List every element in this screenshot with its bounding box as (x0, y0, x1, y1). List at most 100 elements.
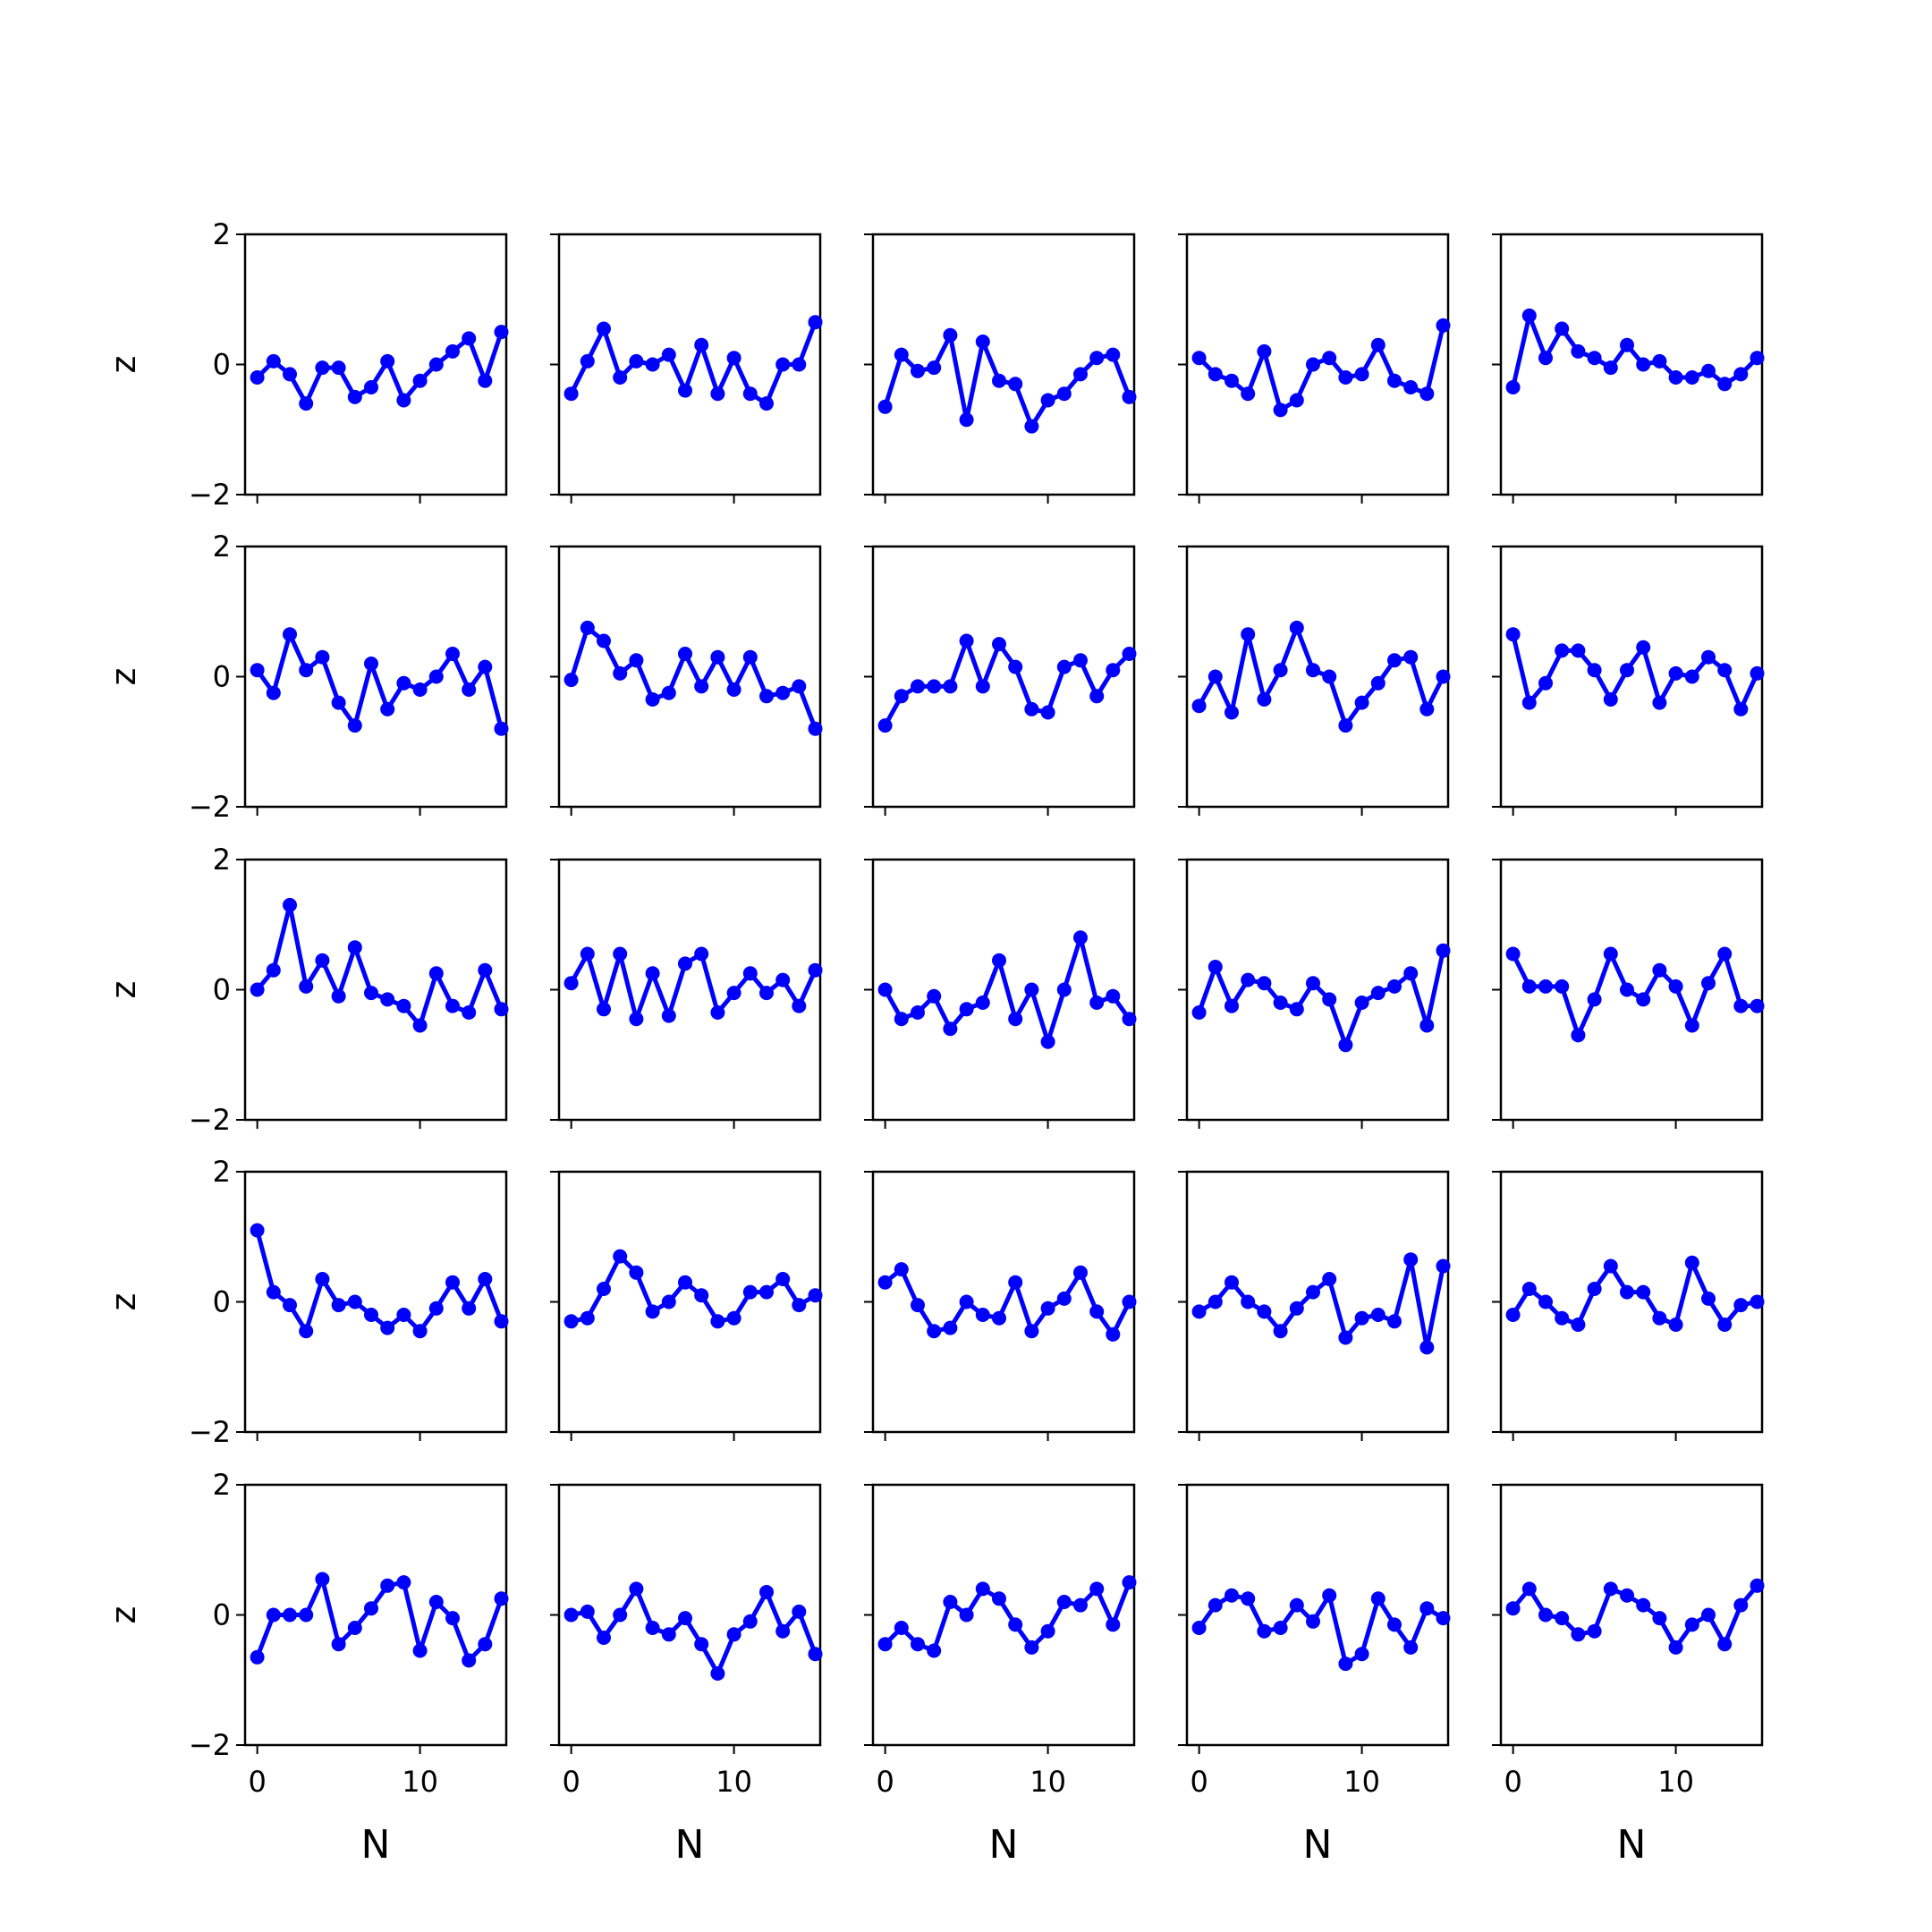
panel-r0-c2 (864, 233, 1137, 504)
data-point (1354, 367, 1369, 382)
data-point (1224, 373, 1239, 388)
data-point (1257, 1304, 1272, 1319)
data-point (959, 1607, 974, 1623)
data-point (1684, 1018, 1699, 1033)
data-point (299, 1324, 314, 1339)
panel-r4-c3: 0 10 N (1178, 1483, 1451, 1868)
data-point (580, 353, 595, 369)
data-point (445, 647, 460, 661)
data-point (1089, 689, 1105, 704)
y-axis-label: z (104, 356, 143, 374)
data-point (1620, 663, 1634, 678)
data-point (462, 682, 477, 697)
data-point (808, 1647, 823, 1662)
data-point (250, 1223, 265, 1238)
data-point (1056, 659, 1072, 674)
data-point (1717, 663, 1733, 678)
data-point (710, 386, 725, 402)
x-tick-label: 0 (248, 1765, 266, 1799)
series-line (255, 1229, 504, 1334)
data-point (1571, 1028, 1586, 1043)
data-point (1106, 988, 1121, 1004)
x-tick-label: 0 (876, 1765, 894, 1799)
data-point (1403, 1640, 1419, 1655)
data-point (1289, 1002, 1304, 1017)
y-axis-label: z (104, 1293, 143, 1311)
panel-r4-c2: 0 10 N (864, 1483, 1137, 1868)
data-point (445, 343, 460, 359)
x-tick-label: 10 (1030, 1765, 1066, 1799)
data-point (347, 389, 362, 404)
y-tick-label: −2 (189, 1728, 231, 1762)
data-point (792, 357, 807, 372)
data-point (1436, 943, 1451, 958)
y-tick-label: 2 (213, 1468, 231, 1502)
data-point (1521, 979, 1537, 994)
data-point (1273, 663, 1288, 678)
data-point (1419, 1340, 1435, 1355)
series-line (1197, 325, 1445, 412)
data-point (1436, 1258, 1451, 1274)
data-point (1668, 370, 1683, 385)
series-line (1511, 952, 1758, 1038)
data-point (1024, 419, 1039, 434)
series-line (255, 1577, 504, 1663)
x-tick-label: 10 (716, 1765, 752, 1799)
data-point (1289, 620, 1304, 635)
series-line (883, 333, 1131, 429)
data-point (911, 1005, 925, 1020)
panel-r1-c2 (864, 545, 1137, 816)
x-tick-label: 10 (402, 1765, 438, 1799)
data-point (1652, 1611, 1667, 1626)
panel-r2-c3 (1178, 858, 1451, 1129)
data-point (396, 998, 411, 1013)
data-point (1241, 1294, 1256, 1309)
data-point (1717, 946, 1733, 962)
data-point (283, 1607, 297, 1623)
series-line (255, 902, 504, 1028)
data-point (911, 1637, 925, 1652)
data-point (1587, 1282, 1602, 1296)
series-line (1511, 633, 1759, 712)
data-point (742, 1284, 758, 1300)
data-point (726, 1627, 741, 1642)
data-point (1652, 695, 1667, 710)
data-point (1571, 643, 1586, 658)
data-point (412, 1643, 428, 1658)
x-axis-label: N (675, 1822, 705, 1868)
data-point (1273, 1324, 1288, 1339)
data-point (1652, 1310, 1667, 1326)
data-point (992, 373, 1006, 388)
data-point (347, 940, 362, 955)
x-axis-label: N (1303, 1822, 1333, 1868)
data-point (1505, 627, 1521, 642)
data-point (1684, 1617, 1699, 1632)
data-point (1538, 979, 1553, 994)
data-point (1750, 1578, 1765, 1593)
data-point (266, 353, 281, 369)
data-point (412, 682, 428, 697)
data-point (1636, 640, 1651, 655)
data-point (959, 1002, 974, 1017)
data-point (1701, 649, 1716, 665)
data-point (396, 1575, 411, 1590)
data-point (710, 1666, 725, 1681)
data-point (1306, 1284, 1320, 1300)
data-point (1289, 1301, 1304, 1316)
data-point (877, 718, 893, 733)
data-point (1620, 982, 1634, 997)
data-point (1419, 1601, 1435, 1616)
data-point (1224, 705, 1239, 720)
data-point (1338, 718, 1353, 733)
data-point (661, 1008, 676, 1023)
data-point (678, 647, 692, 661)
data-point (1191, 1005, 1207, 1020)
data-point (1122, 1294, 1137, 1309)
data-point (629, 1265, 644, 1280)
data-point (364, 986, 378, 1001)
data-point (1403, 380, 1419, 394)
data-point (1306, 1614, 1320, 1629)
data-point (1668, 665, 1683, 681)
data-point (315, 953, 330, 968)
